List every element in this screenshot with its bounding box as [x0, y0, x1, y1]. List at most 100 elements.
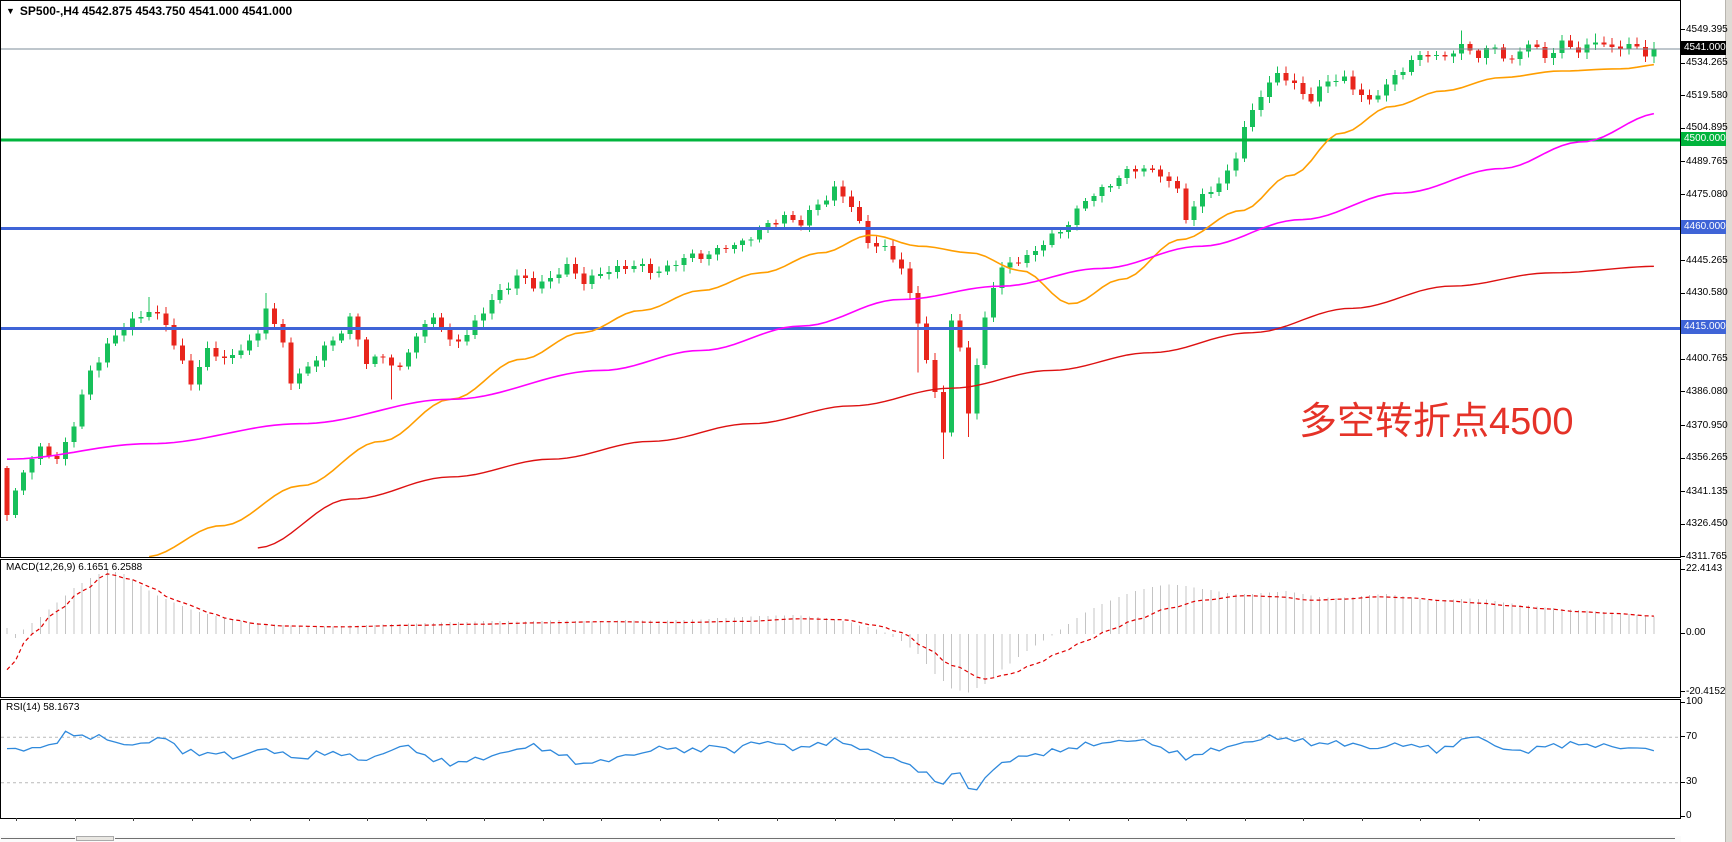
price-axis-tick: [1680, 161, 1685, 162]
time-axis[interactable]: 21 Jul 202122 Jul 20:0026 Jul 00:0027 Ju…: [0, 818, 1681, 836]
price-axis-tick: [1680, 556, 1685, 557]
rsi-panel: [0, 699, 1681, 819]
time-axis-tick: [1478, 818, 1480, 821]
time-axis-tick: [191, 818, 193, 821]
rsi-axis-tick: [1680, 702, 1685, 703]
horizontal-scrollbar: [0, 836, 1681, 842]
ma-fast-orange: [148, 63, 1655, 557]
window-right-edge: [1725, 0, 1732, 842]
ma-mid-magenta: [6, 112, 1655, 460]
ma-slow-red: [257, 265, 1654, 549]
scrollbar-track: [115, 838, 1675, 839]
price-axis-tick: [1680, 359, 1685, 360]
time-axis-tick: [133, 818, 134, 821]
macd-axis-tick: [1680, 691, 1685, 692]
price-chart-panel: [0, 0, 1681, 558]
macd-canvas[interactable]: [1, 560, 1680, 697]
price-axis-tick: [1680, 491, 1685, 492]
rsi-axis-label: 100: [1686, 696, 1703, 708]
chart-header: ▼ SP500-,H4 4542.875 4543.750 4541.000 45…: [6, 4, 292, 18]
time-axis-tick: [74, 818, 76, 821]
price-axis-label: 4430.580: [1686, 287, 1728, 299]
price-axis-tick: [1680, 524, 1685, 525]
horizontal-levels: [1, 48, 1680, 330]
scrollbar-track: [1, 838, 75, 839]
price-axis-tick: [1680, 391, 1685, 392]
price-level-tag: 4415.000: [1681, 320, 1726, 335]
macd-axis-label: 22.4143: [1686, 563, 1723, 575]
time-axis-tick: [250, 818, 251, 821]
price-axis-tick: [1680, 260, 1685, 261]
price-axis-label: 4549.395: [1686, 23, 1728, 35]
price-axis-label: 4341.135: [1686, 485, 1728, 497]
time-axis-tick: [1420, 818, 1421, 821]
time-axis-tick: [367, 818, 368, 821]
price-axis-label: 4311.765: [1686, 550, 1727, 562]
rsi-axis-tick: [1680, 782, 1685, 783]
time-axis-tick: [659, 818, 661, 821]
time-axis-tick: [1361, 818, 1363, 821]
rsi-axis-label: 30: [1686, 776, 1698, 788]
price-axis-label: 4504.895: [1686, 122, 1728, 134]
rsi-canvas[interactable]: [1, 700, 1680, 818]
time-axis-tick: [718, 818, 719, 821]
macd-label: MACD(12,26,9) 6.1651 6.2588: [6, 562, 143, 573]
price-axis-label: 4534.265: [1686, 57, 1728, 69]
macd-histogram: [6, 569, 1655, 693]
macd-axis-tick: [1680, 633, 1685, 634]
time-axis-tick: [1010, 818, 1012, 821]
price-axis-label: 4386.080: [1686, 385, 1728, 397]
price-axis-label: 4489.765: [1686, 155, 1728, 167]
time-axis-tick: [484, 818, 485, 821]
scrollbar-thumb[interactable]: [76, 836, 114, 841]
price-axis-tick: [1680, 425, 1685, 426]
price-axis-tick: [1680, 194, 1685, 195]
rsi-label: RSI(14) 58.1673: [6, 702, 80, 713]
time-axis-tick: [601, 818, 602, 821]
price-axis-label: 4445.265: [1686, 254, 1728, 266]
price-axis-label: 4326.450: [1686, 518, 1728, 530]
time-axis-tick: [16, 818, 17, 821]
macd-panel: [0, 559, 1681, 698]
price-axis-label: 4519.580: [1686, 89, 1728, 101]
price-axis-label: 4356.265: [1686, 452, 1728, 464]
time-axis-tick: [893, 818, 895, 821]
macd-axis-tick: [1680, 569, 1685, 570]
rsi-axis-label: 0: [1686, 810, 1692, 822]
price-axis-tick: [1680, 293, 1685, 294]
time-axis-tick: [308, 818, 310, 821]
symbol-ohlc-text: SP500-,H4 4542.875 4543.750 4541.000 454…: [19, 4, 293, 18]
time-axis-tick: [1127, 818, 1129, 821]
macd-axis-label: -20.4152: [1686, 685, 1726, 697]
time-axis-tick: [1244, 818, 1246, 821]
rsi-axis-label: 70: [1686, 730, 1698, 742]
rsi-line: [6, 730, 1655, 791]
time-axis-tick: [1303, 818, 1304, 821]
price-axis-tick: [1680, 95, 1685, 96]
time-axis-tick: [952, 818, 953, 821]
time-axis-tick: [835, 818, 836, 821]
price-axis-tick: [1680, 128, 1685, 129]
price-axis-label: 4370.950: [1686, 419, 1728, 431]
rsi-axis-tick: [1680, 736, 1685, 737]
price-level-tag: 4500.000: [1681, 131, 1726, 146]
time-axis-tick: [1186, 818, 1187, 821]
rsi-axis-tick: [1680, 816, 1685, 817]
candles: [4, 30, 1657, 521]
time-axis-tick: [425, 818, 427, 821]
macd-signal-line: [6, 573, 1654, 680]
price-axis-tick: [1680, 458, 1685, 459]
price-axis-label: 4475.080: [1686, 188, 1728, 200]
price-axis-tick: [1680, 29, 1685, 30]
time-axis-tick: [776, 818, 778, 821]
time-axis-tick: [1069, 818, 1070, 821]
macd-axis-label: 0.00: [1686, 627, 1706, 639]
annotation-text: 多空转折点4500: [1299, 401, 1574, 443]
price-chart-canvas[interactable]: [1, 1, 1680, 557]
time-axis-tick: [542, 818, 544, 821]
symbol-dropdown-icon[interactable]: ▼: [6, 6, 15, 16]
price-level-tag: 4460.000: [1681, 220, 1726, 235]
price-level-tag: 4541.000: [1681, 40, 1726, 55]
price-axis-label: 4400.765: [1686, 353, 1728, 365]
